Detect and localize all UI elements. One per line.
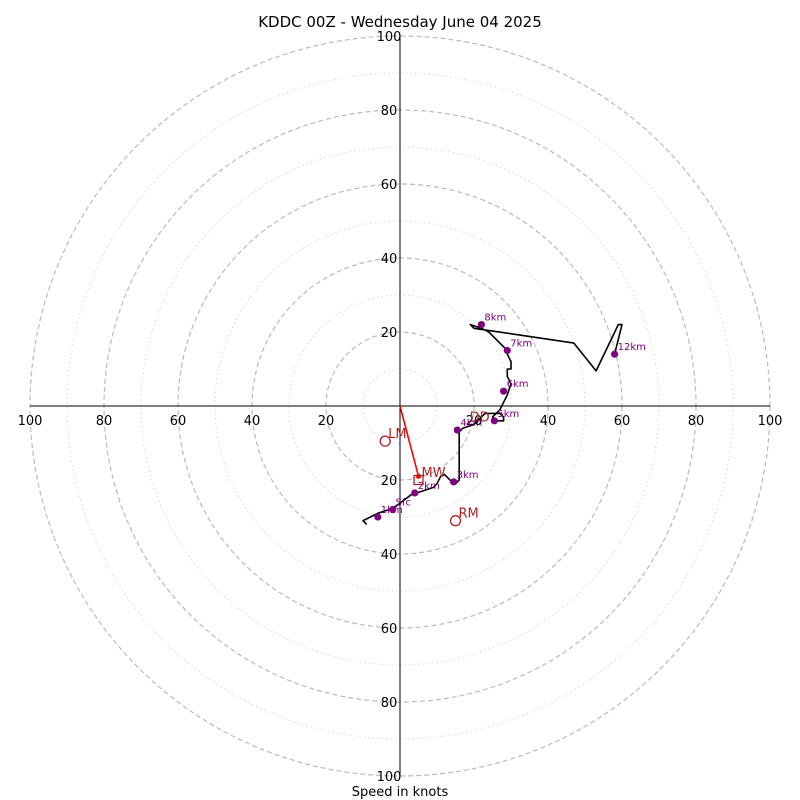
height-label-2km: 2km: [418, 481, 440, 492]
wind-trace: [362, 323, 623, 525]
tick-right-60: 60: [614, 414, 631, 429]
tick-left-100: 100: [18, 414, 43, 429]
height-label-6km: 6km: [507, 379, 529, 390]
height-dot-5km: [490, 417, 498, 425]
tick-up-40: 40: [381, 252, 398, 267]
tick-up-100: 100: [377, 30, 402, 45]
x-axis-label: Speed in knots: [352, 785, 449, 800]
height-label-8km: 8km: [484, 313, 506, 324]
height-dot-4km: [453, 426, 461, 434]
tick-left-60: 60: [170, 414, 187, 429]
height-label-4km: 4km: [460, 418, 482, 429]
height-dot-sfc: [389, 506, 397, 514]
wind-trace-layer: [362, 323, 623, 525]
tick-right-100: 100: [758, 414, 783, 429]
tick-down-20: 20: [381, 474, 398, 489]
storm-label-mw: MW: [422, 466, 446, 481]
tick-left-40: 40: [244, 414, 261, 429]
height-label-12km: 12km: [618, 342, 646, 353]
storm-label-rm: RM: [459, 507, 479, 522]
tick-left-20: 20: [318, 414, 335, 429]
height-dot-3km: [450, 478, 458, 486]
height-label-7km: 7km: [510, 339, 532, 350]
shear-vector: [399, 405, 420, 477]
height-dot-1km: [374, 513, 382, 521]
height-label-sfc: Sfc: [396, 498, 411, 509]
tick-up-60: 60: [381, 178, 398, 193]
storm-label-dd: DD: [470, 411, 490, 426]
height-dot-2km: [411, 489, 419, 497]
tick-right-40: 40: [540, 414, 557, 429]
tick-up-20: 20: [381, 326, 398, 341]
height-dot-6km: [500, 387, 508, 395]
tick-down-80: 80: [381, 696, 398, 711]
storm-motion-layer: LM RM MW DD: [379, 405, 490, 527]
tick-down-40: 40: [381, 548, 398, 563]
chart-title: KDDC 00Z - Wednesday June 04 2025: [258, 13, 542, 31]
tick-down-100: 100: [377, 770, 402, 785]
tick-right-80: 80: [688, 414, 705, 429]
tick-up-80: 80: [381, 104, 398, 119]
height-label-5km: 5km: [497, 409, 519, 420]
height-dot-7km: [503, 346, 511, 355]
storm-marker-rm: [449, 515, 462, 527]
height-dot-8km: [477, 321, 485, 329]
tick-labels: 2020202040404040606060608080808010010010…: [18, 30, 783, 785]
storm-label-lm: LM: [388, 427, 406, 442]
storm-marker-mw: [413, 474, 424, 486]
height-label-1km: 1km: [381, 505, 403, 516]
tick-down-60: 60: [381, 622, 398, 637]
shear-vector-tip: [416, 473, 421, 479]
tick-left-80: 80: [96, 414, 113, 429]
height-dot-12km: [611, 350, 619, 358]
storm-marker-lm: [379, 435, 391, 447]
height-label-3km: 3km: [457, 470, 479, 481]
